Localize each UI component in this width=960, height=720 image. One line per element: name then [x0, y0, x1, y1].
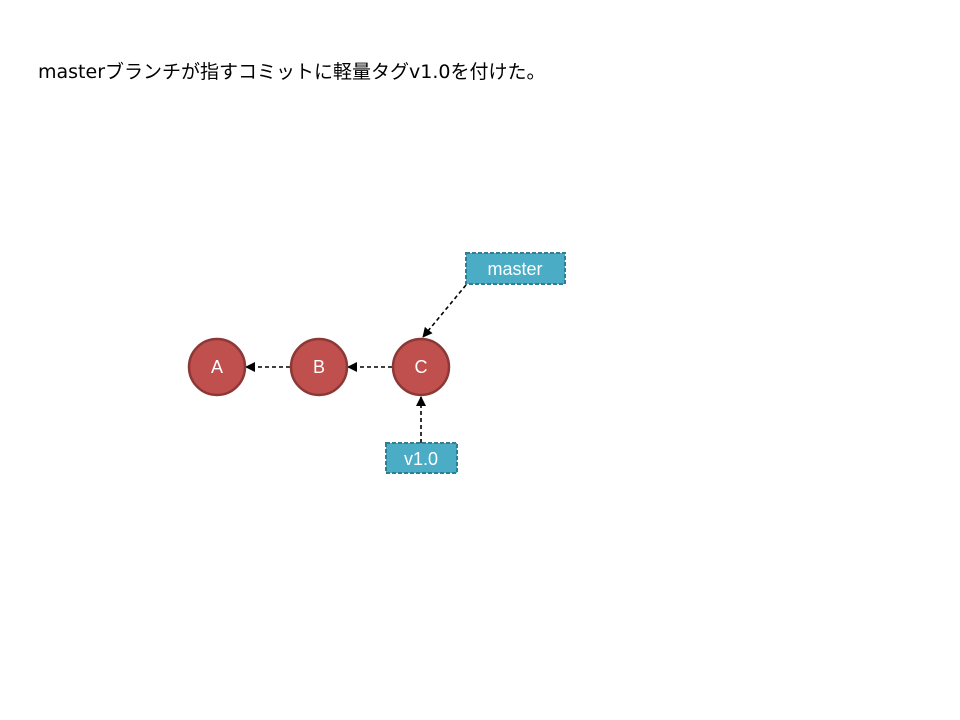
commit-node-b: B [289, 337, 349, 397]
commit-node-a: A [187, 337, 247, 397]
commit-node-c: C [391, 337, 451, 397]
commit-label-b: B [313, 357, 325, 377]
arrow-master-to-c [422, 284, 467, 338]
diagram-caption: masterブランチが指すコミットに軽量タグv1.0を付けた。 [38, 61, 546, 83]
commit-label-a: A [211, 357, 223, 377]
ref-box-master: master [465, 252, 566, 285]
ref-label-master: master [487, 259, 542, 279]
commit-label-c: C [415, 357, 428, 377]
ref-box-v1-0: v1.0 [385, 442, 458, 474]
ref-label-v1-0: v1.0 [404, 449, 438, 469]
